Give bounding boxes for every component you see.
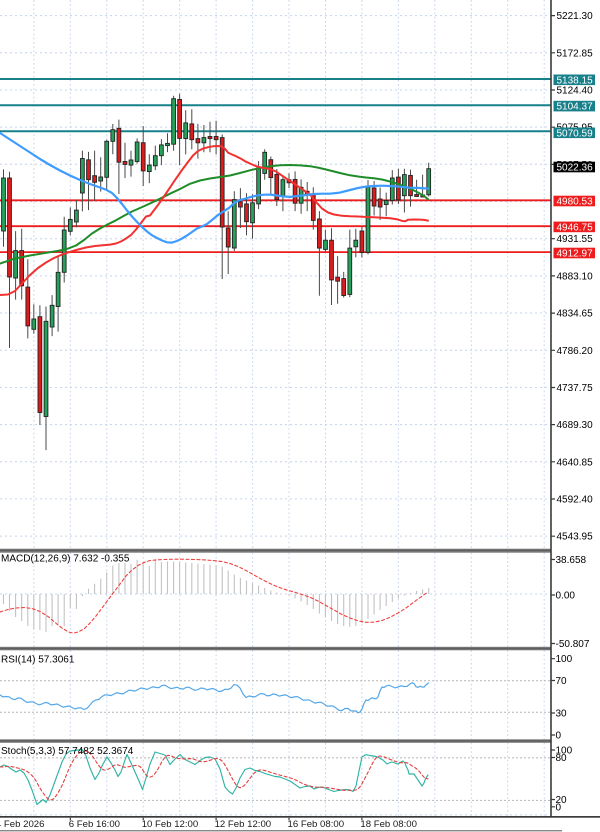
svg-text:4946.75: 4946.75	[557, 223, 594, 234]
svg-text:4543.95: 4543.95	[557, 532, 594, 543]
svg-text:5124.40: 5124.40	[557, 86, 594, 97]
svg-text:4834.65: 4834.65	[557, 309, 594, 320]
svg-text:12 Feb 12:00: 12 Feb 12:00	[215, 819, 272, 830]
svg-text:-50.807: -50.807	[556, 639, 590, 650]
svg-text:10 Feb 12:00: 10 Feb 12:00	[142, 819, 199, 830]
svg-text:6 Feb 16:00: 6 Feb 16:00	[69, 819, 120, 830]
svg-text:0.00: 0.00	[556, 591, 576, 602]
svg-text:18 Feb 08:00: 18 Feb 08:00	[360, 819, 417, 830]
svg-text:4980.53: 4980.53	[557, 197, 594, 208]
svg-text:16 Feb 08:00: 16 Feb 08:00	[288, 819, 345, 830]
svg-text:4689.30: 4689.30	[557, 420, 594, 431]
svg-text:5070.59: 5070.59	[557, 128, 594, 139]
svg-text:4592.40: 4592.40	[557, 495, 594, 506]
svg-text:5138.15: 5138.15	[557, 75, 594, 86]
svg-text:4640.85: 4640.85	[557, 457, 594, 468]
svg-text:30: 30	[556, 709, 568, 720]
svg-text:Stoch(5,3,3) 57.7482 52.3674: Stoch(5,3,3) 57.7482 52.3674	[1, 746, 134, 757]
svg-text:0: 0	[556, 731, 562, 742]
svg-text:100: 100	[556, 746, 573, 757]
svg-text:MACD(12,26,9) 7.632 -0.355: MACD(12,26,9) 7.632 -0.355	[1, 554, 130, 565]
svg-text:80: 80	[556, 753, 568, 764]
svg-text:4912.97: 4912.97	[557, 249, 594, 260]
svg-text:100: 100	[556, 654, 573, 665]
svg-text:RSI(14) 57.3061: RSI(14) 57.3061	[1, 655, 75, 666]
svg-text:5221.30: 5221.30	[557, 11, 594, 22]
svg-text:5104.37: 5104.37	[557, 102, 594, 113]
svg-text:38.658: 38.658	[556, 555, 587, 566]
svg-text:0: 0	[556, 802, 562, 813]
svg-text:70: 70	[556, 676, 568, 687]
svg-text:4931.55: 4931.55	[557, 234, 594, 245]
svg-text:5172.85: 5172.85	[557, 48, 594, 59]
svg-text:4737.75: 4737.75	[557, 383, 594, 394]
svg-text:4 Feb 2026: 4 Feb 2026	[0, 819, 44, 830]
svg-text:20: 20	[556, 795, 568, 806]
svg-text:4786.20: 4786.20	[557, 346, 594, 357]
svg-text:4883.10: 4883.10	[557, 271, 594, 282]
svg-text:5022.36: 5022.36	[557, 163, 594, 174]
